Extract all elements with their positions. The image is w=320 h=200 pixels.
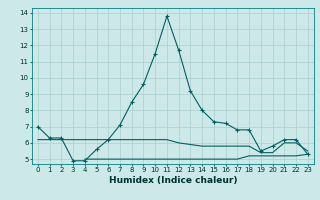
X-axis label: Humidex (Indice chaleur): Humidex (Indice chaleur): [108, 176, 237, 185]
